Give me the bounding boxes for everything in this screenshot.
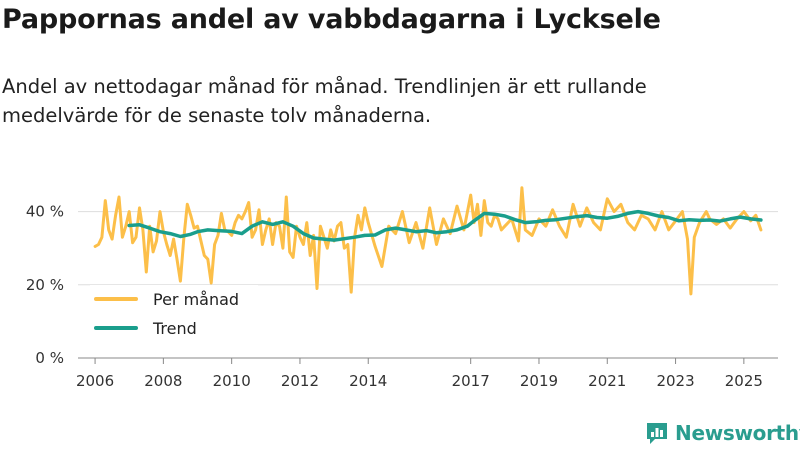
legend-label: Trend bbox=[152, 319, 197, 338]
x-tick-label: 2012 bbox=[281, 372, 319, 390]
legend-background bbox=[90, 285, 258, 341]
chart-title: Pappornas andel av vabbdagarna i Lycksel… bbox=[2, 4, 661, 35]
legend: Per månad Trend bbox=[90, 285, 258, 341]
y-tick-label: 0 % bbox=[35, 349, 64, 367]
x-tick-label: 2019 bbox=[520, 372, 558, 390]
newsworthy-chart-icon bbox=[647, 423, 667, 444]
y-tick-label: 20 % bbox=[26, 276, 64, 294]
y-axis-ticks: 0 % 20 % 40 % bbox=[26, 203, 64, 367]
series-line-trend bbox=[127, 209, 763, 242]
x-tick-label: 2025 bbox=[725, 372, 763, 390]
x-tick-label: 2010 bbox=[213, 372, 251, 390]
x-axis-ticks: 2006 2008 2010 2012 2014 2017 2019 2021 2023 2025 bbox=[76, 358, 763, 390]
brand-name: Newsworthy bbox=[675, 421, 800, 445]
series-line-per-manad bbox=[93, 186, 763, 296]
legend-label: Per månad bbox=[153, 290, 239, 309]
newsworthy-logo: Newsworthy bbox=[645, 420, 800, 446]
x-tick-label: 2021 bbox=[588, 372, 626, 390]
x-tick-label: 2014 bbox=[349, 372, 387, 390]
series-layer bbox=[93, 186, 763, 296]
x-tick-label: 2008 bbox=[144, 372, 182, 390]
chart-subtitle: Andel av nettodagar månad för månad. Tre… bbox=[2, 75, 647, 127]
x-tick-label: 2006 bbox=[76, 372, 114, 390]
x-tick-label: 2017 bbox=[452, 372, 490, 390]
y-tick-label: 40 % bbox=[26, 203, 64, 221]
x-tick-label: 2023 bbox=[656, 372, 694, 390]
